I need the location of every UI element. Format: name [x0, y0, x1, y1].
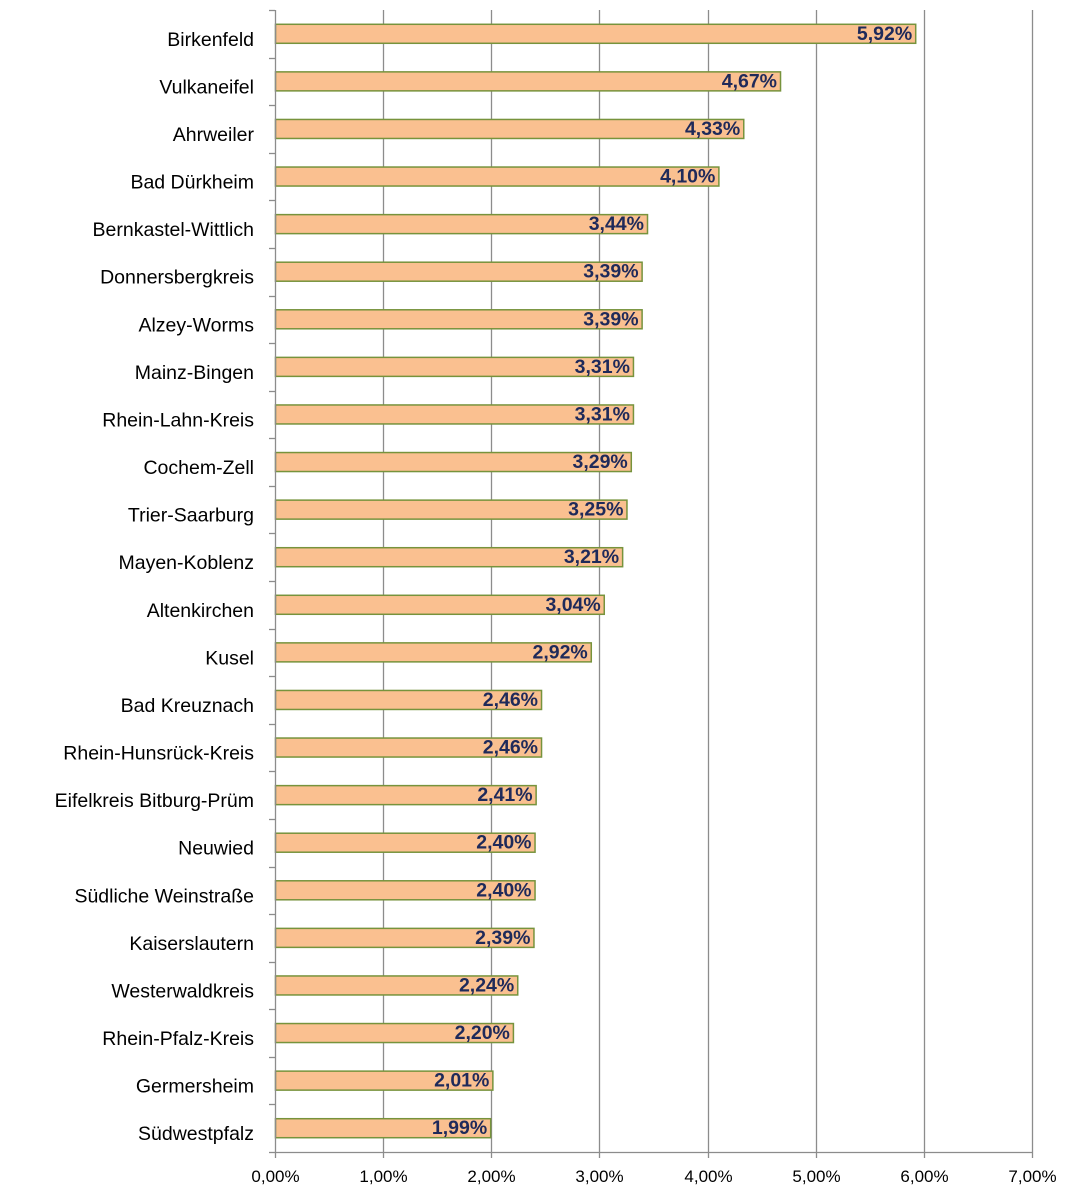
- x-tick-label: 5,00%: [792, 1167, 840, 1186]
- data-label: 2,46%: [483, 737, 538, 759]
- category-label: Rhein-Pfalz-Kreis: [102, 1028, 254, 1050]
- data-label: 2,40%: [476, 879, 531, 901]
- x-tick-label: 0,00%: [251, 1167, 299, 1186]
- category-label: Südliche Weinstraße: [74, 885, 254, 907]
- data-label: 2,24%: [459, 974, 514, 996]
- bar: [274, 166, 720, 187]
- bar: [274, 118, 745, 140]
- data-label: 4,10%: [660, 166, 715, 188]
- gridlines: [382, 10, 1034, 1152]
- x-tick-label: 7,00%: [1008, 1167, 1056, 1186]
- data-label: 2,46%: [483, 689, 538, 711]
- data-label: 4,33%: [685, 118, 740, 140]
- data-label: 3,39%: [583, 308, 638, 330]
- data-label: 2,41%: [477, 784, 532, 806]
- data-label: 2,39%: [475, 927, 530, 949]
- data-label: 1,99%: [432, 1117, 487, 1139]
- x-tick-label: 4,00%: [684, 1167, 732, 1186]
- x-tick-label: 3,00%: [575, 1167, 623, 1186]
- data-label: 5,92%: [857, 23, 912, 45]
- x-tick-label: 2,00%: [467, 1167, 515, 1186]
- data-label: 3,31%: [575, 403, 630, 425]
- category-label: Westerwaldkreis: [111, 980, 254, 1002]
- data-label: 3,39%: [583, 261, 638, 283]
- category-label: Birkenfeld: [167, 29, 254, 51]
- category-label: Neuwied: [178, 838, 254, 860]
- data-label: 3,31%: [575, 356, 630, 378]
- bars: [274, 23, 917, 1139]
- category-labels: Birkenfeld Vulkaneifel Ahrweiler Bad Dürkhe…: [55, 29, 255, 1145]
- data-label: 2,01%: [434, 1070, 489, 1092]
- category-label: Ahrweiler: [173, 124, 255, 146]
- category-label: Altenkirchen: [147, 600, 254, 622]
- data-label: 2,20%: [455, 1022, 510, 1044]
- data-label: 4,67%: [722, 70, 777, 92]
- category-label: Rhein-Lahn-Kreis: [102, 409, 254, 431]
- category-label: Kaiserslautern: [129, 933, 254, 955]
- x-tick-label: 6,00%: [900, 1167, 948, 1186]
- category-label: Cochem-Zell: [143, 457, 254, 479]
- category-label: Mainz-Bingen: [135, 362, 254, 384]
- bar: [274, 71, 782, 92]
- data-label: 3,04%: [545, 594, 600, 616]
- category-label: Germersheim: [136, 1076, 254, 1098]
- x-tick-labels: 0,00% 1,00% 2,00% 3,00% 4,00% 5,00% 6,00% 7,00%: [251, 1167, 1056, 1186]
- category-label: Bernkastel-Wittlich: [93, 219, 254, 241]
- data-label: 3,29%: [572, 451, 627, 473]
- category-label: Donnersbergkreis: [100, 267, 254, 289]
- data-labels: 5,92% 4,67% 4,33% 4,10% 3,44% 3,39% 3,39% 3,31%…: [432, 23, 912, 1139]
- data-label: 2,92%: [532, 641, 587, 663]
- category-label: Vulkaneifel: [159, 76, 254, 98]
- data-label: 2,40%: [476, 832, 531, 854]
- data-label: 3,44%: [589, 213, 644, 235]
- x-tick-label: 1,00%: [359, 1167, 407, 1186]
- data-label: 3,25%: [568, 499, 623, 521]
- bar: [274, 23, 917, 45]
- category-label: Kusel: [205, 647, 254, 669]
- category-label: Rhein-Hunsrück-Kreis: [63, 743, 254, 765]
- category-label: Alzey-Worms: [138, 314, 254, 336]
- category-label: Trier-Saarburg: [128, 505, 254, 527]
- category-label: Bad Dürkheim: [130, 172, 254, 194]
- category-label: Mayen-Koblenz: [119, 552, 255, 574]
- axes: [269, 9, 1034, 1158]
- category-label: Bad Kreuznach: [121, 695, 254, 717]
- category-label: Eifelkreis Bitburg-Prüm: [55, 790, 254, 812]
- category-label: Südwestpfalz: [138, 1123, 254, 1145]
- data-label: 3,21%: [564, 546, 619, 568]
